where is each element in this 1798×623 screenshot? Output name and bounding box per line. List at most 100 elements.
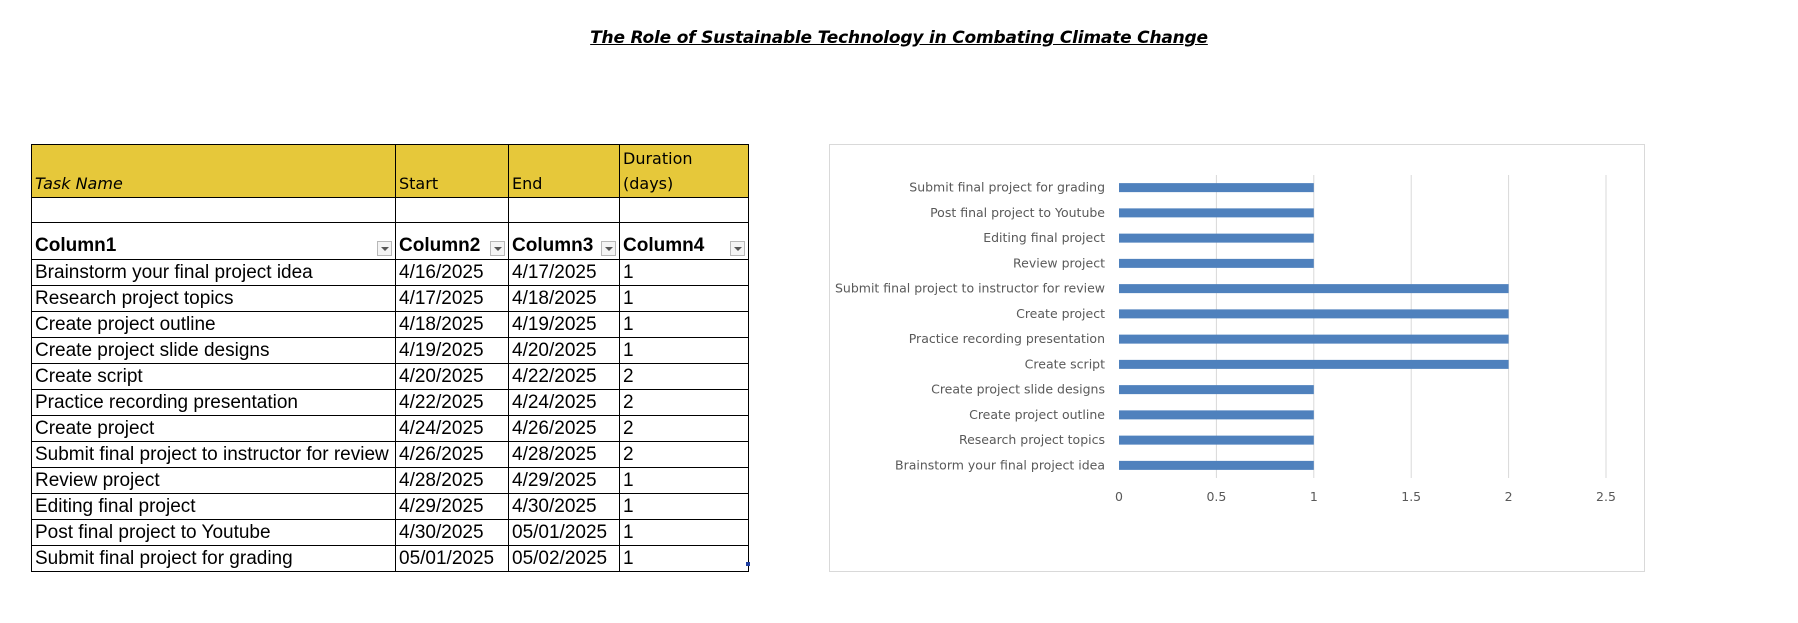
filter-dropdown-icon[interactable] [490,241,505,256]
chart-bar[interactable] [1119,208,1314,218]
category-label: Submit final project to instructor for r… [835,281,1105,296]
end-date-cell[interactable]: 4/19/2025 [508,311,620,338]
blank-cell[interactable] [508,197,620,223]
blank-cell[interactable] [31,197,396,223]
column-header-label: Column1 [35,235,117,256]
start-date-cell[interactable]: 4/19/2025 [395,337,509,364]
duration-cell[interactable]: 2 [619,441,749,468]
end-date-cell[interactable]: 4/20/2025 [508,337,620,364]
chart-bar[interactable] [1119,435,1314,445]
chart-bar[interactable] [1119,233,1314,243]
duration-cell[interactable]: 2 [619,363,749,390]
table-row: Submit final project to instructor for r… [31,441,749,468]
header-duration[interactable]: Duration (days) [619,144,749,198]
task-name-cell[interactable]: Create script [31,363,396,390]
table-row: Create project 4/24/2025 4/26/2025 2 [31,415,749,442]
start-date-cell[interactable]: 4/17/2025 [395,285,509,312]
duration-cell[interactable]: 2 [619,389,749,416]
task-table: Task Name Start End Duration (days) Colu… [31,144,749,572]
start-date-cell[interactable]: 4/26/2025 [395,441,509,468]
x-tick-label: 2.5 [1596,489,1616,504]
header-start[interactable]: Start [395,144,509,198]
chart-bar[interactable] [1119,284,1509,294]
duration-cell[interactable]: 1 [619,285,749,312]
header-end[interactable]: End [508,144,620,198]
category-label: Review project [1013,255,1105,270]
chart-plot: Brainstorm your final project idea Resear… [835,175,1616,504]
end-date-cell[interactable]: 4/22/2025 [508,363,620,390]
end-date-cell[interactable]: 4/30/2025 [508,493,620,520]
category-label: Post final project to Youtube [930,205,1105,220]
chart-bar[interactable] [1119,359,1509,369]
task-name-cell[interactable]: Practice recording presentation [31,389,396,416]
chart-bar[interactable] [1119,334,1509,344]
column-header-label: Column3 [512,235,594,256]
duration-cell[interactable]: 1 [619,493,749,520]
task-name-cell[interactable]: Editing final project [31,493,396,520]
table-resize-handle[interactable] [746,562,750,566]
start-date-cell[interactable]: 4/18/2025 [395,311,509,338]
end-date-cell[interactable]: 4/17/2025 [508,259,620,286]
table-row: Editing final project 4/29/2025 4/30/2025 1 [31,493,749,520]
table-row: Practice recording presentation 4/22/2025… [31,389,749,416]
start-date-cell[interactable]: 4/20/2025 [395,363,509,390]
start-date-cell[interactable]: 4/24/2025 [395,415,509,442]
end-date-cell[interactable]: 4/28/2025 [508,441,620,468]
table-row: Create project outline 4/18/2025 4/19/2025… [31,311,749,338]
category-label: Editing final project [983,230,1105,245]
end-date-cell[interactable]: 05/01/2025 [508,519,620,546]
task-name-cell[interactable]: Submit final project to instructor for r… [31,441,396,468]
end-date-cell[interactable]: 4/26/2025 [508,415,620,442]
task-name-cell[interactable]: Post final project to Youtube [31,519,396,546]
table-row: Create script 4/20/2025 4/22/2025 2 [31,363,749,390]
chart-bar[interactable] [1119,385,1314,395]
blank-cell[interactable] [395,197,509,223]
duration-cell[interactable]: 2 [619,415,749,442]
task-name-cell[interactable]: Submit final project for grading [31,545,396,572]
task-name-cell[interactable]: Brainstorm your final project idea [31,259,396,286]
column-header[interactable]: Column4 [619,222,749,260]
start-date-cell[interactable]: 05/01/2025 [395,545,509,572]
end-date-cell[interactable]: 4/18/2025 [508,285,620,312]
category-label: Create project slide designs [931,382,1105,397]
column-header[interactable]: Column3 [508,222,620,260]
chart-bar[interactable] [1119,183,1314,193]
task-name-cell[interactable]: Create project outline [31,311,396,338]
column-header-label: Column4 [623,235,705,256]
column-header[interactable]: Column2 [395,222,509,260]
end-date-cell[interactable]: 05/02/2025 [508,545,620,572]
category-label: Submit final project for grading [909,180,1105,195]
filter-dropdown-icon[interactable] [377,241,392,256]
duration-cell[interactable]: 1 [619,545,749,572]
filter-dropdown-icon[interactable] [730,241,745,256]
start-date-cell[interactable]: 4/16/2025 [395,259,509,286]
task-name-cell[interactable]: Review project [31,467,396,494]
duration-cell[interactable]: 1 [619,311,749,338]
task-name-cell[interactable]: Create project [31,415,396,442]
duration-cell[interactable]: 1 [619,467,749,494]
blank-cell[interactable] [619,197,749,223]
task-name-cell[interactable]: Create project slide designs [31,337,396,364]
filter-dropdown-icon[interactable] [601,241,616,256]
x-tick-label: 1.5 [1401,489,1421,504]
x-tick-label: 2 [1505,489,1513,504]
task-name-cell[interactable]: Research project topics [31,285,396,312]
start-date-cell[interactable]: 4/29/2025 [395,493,509,520]
chart-bar[interactable] [1119,410,1314,420]
start-date-cell[interactable]: 4/28/2025 [395,467,509,494]
chart-bar[interactable] [1119,460,1314,470]
start-date-cell[interactable]: 4/22/2025 [395,389,509,416]
end-date-cell[interactable]: 4/29/2025 [508,467,620,494]
duration-cell[interactable]: 1 [619,259,749,286]
duration-cell[interactable]: 1 [619,337,749,364]
category-label: Practice recording presentation [909,331,1105,346]
chart-bar[interactable] [1119,309,1509,319]
category-label: Create script [1025,356,1105,371]
chart-bar[interactable] [1119,258,1314,268]
column-header[interactable]: Column1 [31,222,396,260]
end-date-cell[interactable]: 4/24/2025 [508,389,620,416]
header-task-name[interactable]: Task Name [31,144,396,198]
duration-cell[interactable]: 1 [619,519,749,546]
duration-chart[interactable]: Brainstorm your final project idea Resear… [829,144,1645,572]
start-date-cell[interactable]: 4/30/2025 [395,519,509,546]
